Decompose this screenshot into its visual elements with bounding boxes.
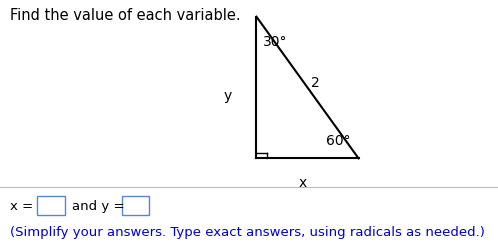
Text: (Simplify your answers. Type exact answers, using radicals as needed.): (Simplify your answers. Type exact answe… <box>10 226 485 238</box>
Text: x: x <box>298 175 306 189</box>
Text: 2: 2 <box>311 76 320 90</box>
Bar <box>37 196 65 215</box>
Text: x =: x = <box>10 199 33 212</box>
Text: 60°: 60° <box>326 134 351 147</box>
Text: y: y <box>223 89 232 103</box>
Text: and y =: and y = <box>72 199 124 212</box>
Text: 30°: 30° <box>262 35 287 49</box>
Bar <box>122 196 149 215</box>
Text: Find the value of each variable.: Find the value of each variable. <box>10 8 241 22</box>
